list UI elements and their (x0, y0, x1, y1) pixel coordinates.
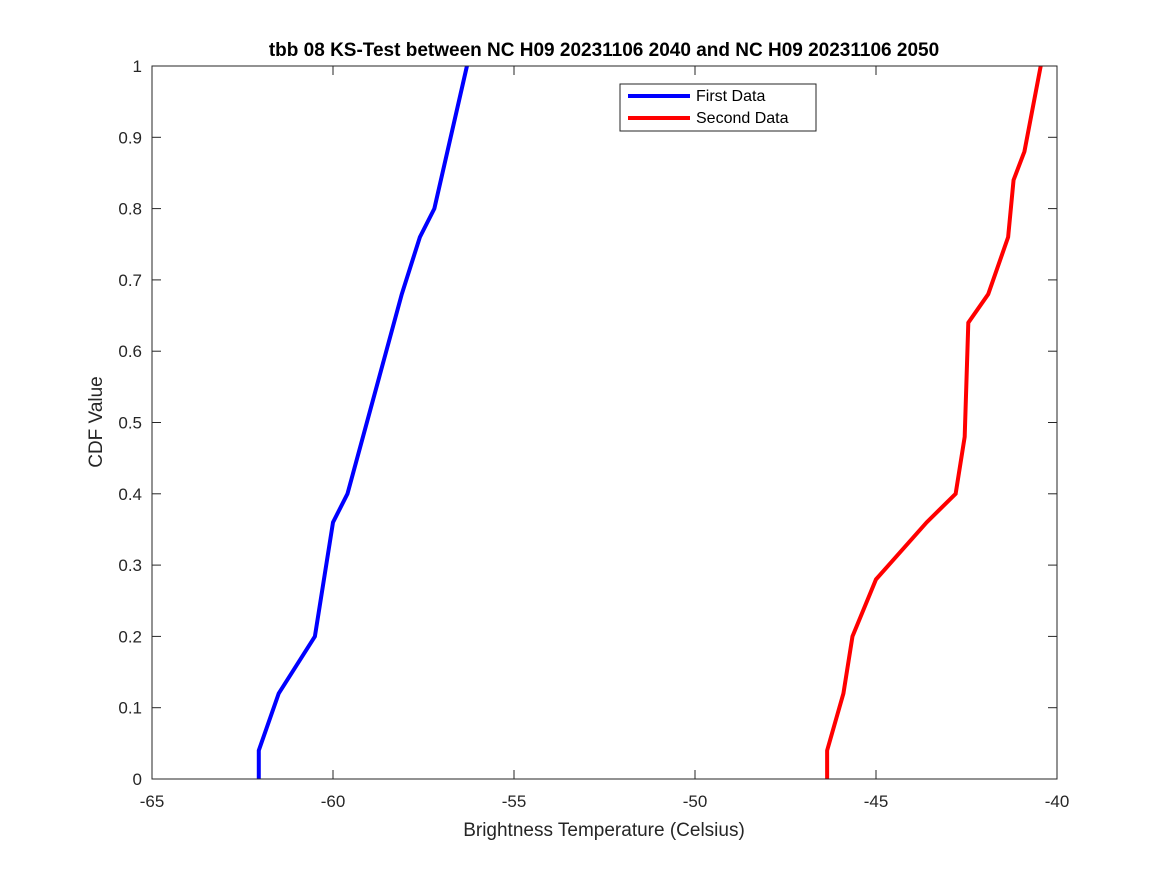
x-tick-label: -55 (502, 792, 527, 811)
x-tick-label: -60 (321, 792, 346, 811)
legend-label-second-data: Second Data (696, 110, 789, 127)
y-tick-label: 0.7 (118, 271, 142, 290)
x-axis: -65 -60 -55 -50 -45 -40 (140, 66, 1070, 811)
y-tick-label: 1 (133, 57, 142, 76)
y-tick-label: 0.3 (118, 556, 142, 575)
y-axis: 0 0.1 0.2 0.3 0.4 0.5 0.6 0.7 0.8 0.9 1 (118, 57, 1057, 789)
x-tick-label: -40 (1045, 792, 1070, 811)
y-tick-label: 0.6 (118, 342, 142, 361)
y-tick-label: 0.2 (118, 627, 142, 646)
y-axis-label: CDF Value (86, 376, 107, 468)
x-tick-label: -65 (140, 792, 165, 811)
y-tick-label: 0 (133, 770, 142, 789)
legend-box (619, 83, 817, 132)
plot-area (152, 66, 1057, 779)
y-tick-label: 0.8 (118, 200, 142, 219)
y-tick-label: 0.9 (118, 128, 142, 147)
x-tick-label: -50 (683, 792, 708, 811)
series-layer (256, 65, 1043, 779)
legend-label-first-data: First Data (696, 88, 765, 105)
series-line-second-data (825, 65, 1043, 779)
y-tick-label: 0.5 (118, 414, 142, 433)
chart-title: tbb 08 KS-Test between NC H09 20231106 2… (269, 40, 939, 61)
legend: First Data Second Data (619, 83, 817, 132)
y-tick-label: 0.4 (118, 485, 142, 504)
series-line-first-data (256, 65, 469, 779)
x-tick-label: -45 (864, 792, 889, 811)
y-tick-label: 0.1 (118, 699, 142, 718)
x-axis-label: Brightness Temperature (Celsius) (463, 820, 745, 841)
